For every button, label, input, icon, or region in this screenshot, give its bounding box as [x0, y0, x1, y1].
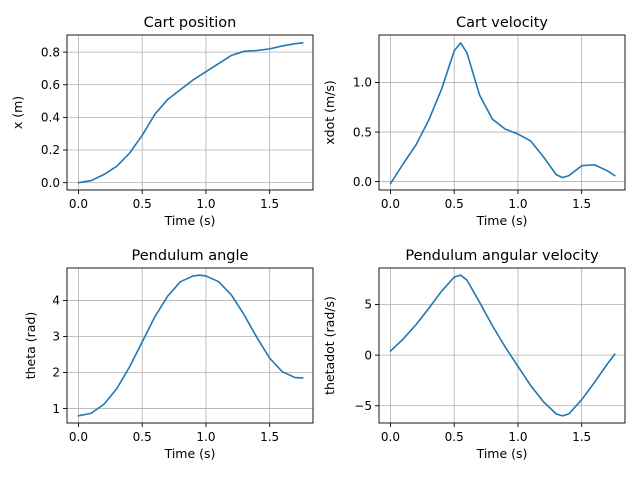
- chart-0-xtick-label-1: 0.5: [133, 197, 152, 211]
- chart-2: 0.0 0.5 1.0 1.5 1 2 3 4 Pendulum angle Time (s) th…: [23, 248, 314, 461]
- chart-3-ytick-label-1: 0: [364, 348, 372, 362]
- chart-2-title: Pendulum angle: [132, 248, 249, 264]
- chart-3-xtick-label-1: 0.5: [445, 430, 464, 444]
- chart-0-title: Cart position: [144, 15, 237, 31]
- chart-2-ytick-label-0: 1: [52, 402, 60, 416]
- chart-0-xtick-label-3: 1.5: [260, 197, 279, 211]
- chart-0-xlabel: Time (s): [164, 213, 216, 228]
- chart-3-axes-frame: [378, 267, 626, 424]
- chart-2-ytick-label-2: 3: [52, 330, 60, 344]
- chart-3-ytick-label-2: 5: [364, 298, 372, 312]
- chart-2-ylabel: theta (rad): [23, 312, 38, 380]
- chart-2-xtick-label-3: 1.5: [260, 430, 279, 444]
- chart-3-xtick-label-2: 1.0: [508, 430, 527, 444]
- chart-3: 0.0 0.5 1.0 1.5 −5 0 5 Pendulum angular velocit…: [322, 248, 626, 461]
- chart-1-ytick-label-0: 0.0: [353, 175, 372, 189]
- chart-3-xlabel: Time (s): [476, 446, 528, 461]
- chart-2-axes-frame: [66, 267, 314, 424]
- chart-1-ylabel: xdot (m/s): [322, 80, 337, 145]
- chart-2-xtick-label-1: 0.5: [133, 430, 152, 444]
- chart-2-xtick-label-0: 0.0: [69, 430, 88, 444]
- chart-0-axes-frame: [66, 34, 314, 191]
- chart-1-xtick-label-0: 0.0: [381, 197, 400, 211]
- chart-3-ytick-label-0: −5: [354, 399, 372, 413]
- chart-0-series-line: [77, 42, 304, 184]
- chart-0-xtick-label-0: 0.0: [69, 197, 88, 211]
- chart-1-xtick-label-1: 0.5: [445, 197, 464, 211]
- chart-1-axes-frame: [378, 34, 626, 191]
- chart-1-xlabel: Time (s): [476, 213, 528, 228]
- chart-0-xtick-label-2: 1.0: [196, 197, 215, 211]
- chart-3-title: Pendulum angular velocity: [405, 248, 599, 264]
- chart-1-xtick-label-2: 1.0: [508, 197, 527, 211]
- chart-0-ytick-label-2: 0.4: [41, 111, 60, 125]
- chart-2-ytick-label-3: 4: [52, 294, 60, 308]
- chart-0-ytick-label-4: 0.8: [41, 45, 60, 59]
- chart-3-xtick-label-3: 1.5: [572, 430, 591, 444]
- chart-2-xlabel: Time (s): [164, 446, 216, 461]
- chart-3-series-line: [389, 274, 616, 417]
- chart-1-title: Cart velocity: [456, 15, 548, 31]
- chart-2-ytick-label-1: 2: [52, 366, 60, 380]
- chart-2-series-line: [77, 274, 304, 417]
- chart-0-ytick-label-0: 0.0: [41, 176, 60, 190]
- chart-1-series-line: [389, 42, 616, 185]
- chart-1-xtick-label-3: 1.5: [572, 197, 591, 211]
- chart-1-ytick-label-1: 0.5: [353, 125, 372, 139]
- chart-0: 0.0 0.5 1.0 1.5 0.0 0.2 0.4 0.6 0.8 Cart position…: [10, 15, 314, 228]
- chart-1: 0.0 0.5 1.0 1.5 0.0 0.5 1.0 Cart velocity Time (…: [322, 15, 626, 228]
- chart-3-ylabel: thetadot (rad/s): [322, 296, 337, 395]
- chart-0-ytick-label-3: 0.6: [41, 78, 60, 92]
- chart-3-xtick-label-0: 0.0: [381, 430, 400, 444]
- chart-2-xtick-label-2: 1.0: [196, 430, 215, 444]
- chart-0-ytick-label-1: 0.2: [41, 143, 60, 157]
- chart-1-ytick-label-2: 1.0: [353, 76, 372, 90]
- chart-0-ylabel: x (m): [10, 96, 25, 129]
